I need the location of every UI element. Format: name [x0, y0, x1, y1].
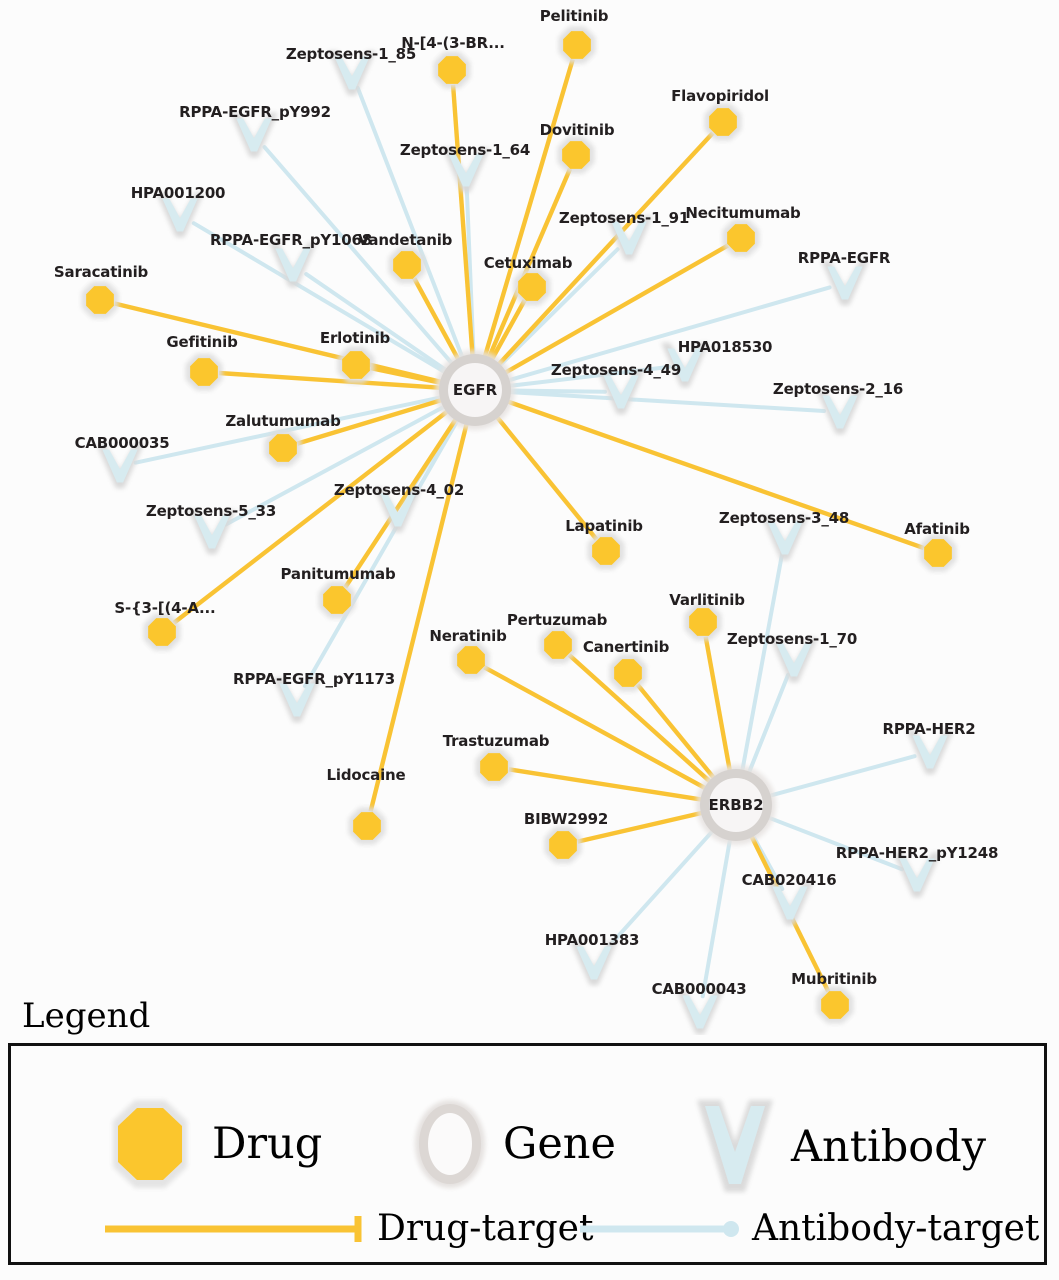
legend-label-antibody: Antibody — [791, 1121, 987, 1172]
drug-node[interactable] — [475, 748, 513, 786]
antibody-node[interactable] — [821, 260, 869, 306]
drug-edge — [635, 683, 724, 788]
antibody-node[interactable] — [597, 369, 645, 415]
legend-label-antibody-target: Antibody-target — [752, 1208, 1040, 1249]
antibody-node[interactable] — [770, 637, 818, 683]
legend-item-antibody-target: Antibody-target — [576, 1211, 1039, 1247]
antibody-node[interactable] — [442, 147, 490, 193]
drug-node[interactable] — [185, 353, 223, 391]
drug-nodes-group — [81, 26, 957, 1024]
antibody-node[interactable] — [374, 487, 422, 533]
drug-node[interactable] — [452, 641, 490, 679]
legend-title: Legend — [22, 996, 151, 1036]
drug-node[interactable] — [722, 219, 760, 257]
drug-node[interactable] — [539, 626, 577, 664]
antibody-node[interactable] — [893, 852, 941, 898]
antibody-node[interactable] — [269, 242, 317, 288]
antibody-edge — [304, 272, 457, 380]
antibody-node[interactable] — [96, 443, 144, 489]
antibody-node[interactable] — [906, 729, 954, 775]
drug-node[interactable] — [704, 103, 742, 141]
drug-node[interactable] — [337, 346, 375, 384]
legend-label-gene: Gene — [503, 1118, 616, 1169]
drug-edges-group — [114, 58, 925, 993]
drug-node[interactable] — [557, 136, 595, 174]
antibody-node[interactable] — [816, 389, 864, 435]
antibody-edge — [302, 410, 467, 689]
drug-node[interactable] — [513, 268, 551, 306]
drug-target-edge-icon — [105, 1216, 362, 1242]
antibody-node[interactable] — [661, 342, 709, 388]
antibody-edge — [758, 754, 917, 804]
drug-node[interactable] — [318, 581, 356, 619]
gene-label: EGFR — [452, 381, 498, 399]
drug-node[interactable] — [816, 986, 854, 1024]
legend-box: Drug Gene Antibody Drug-target — [8, 1043, 1047, 1265]
antibody-node[interactable] — [761, 515, 809, 561]
legend-item-gene: Gene — [411, 1096, 616, 1192]
gene-label: ERBB2 — [708, 796, 764, 814]
gene-circle-icon — [415, 1100, 485, 1188]
drug-node[interactable] — [544, 826, 582, 864]
legend-item-drug: Drug — [106, 1096, 322, 1192]
antibody-edge — [191, 221, 456, 381]
gene-node[interactable] — [435, 350, 515, 430]
drug-node[interactable] — [558, 26, 596, 64]
antibody-node[interactable] — [230, 112, 278, 158]
drug-node[interactable] — [81, 281, 119, 319]
legend-label-drug-target: Drug-target — [377, 1208, 594, 1249]
drug-node[interactable] — [388, 246, 426, 284]
drug-node[interactable] — [684, 603, 722, 641]
antibody-node[interactable] — [156, 192, 204, 238]
drug-node[interactable] — [609, 654, 647, 692]
drug-node[interactable] — [143, 613, 181, 651]
drug-node[interactable] — [919, 534, 957, 572]
drug-edge — [476, 58, 575, 366]
drug-octagon-icon — [113, 1100, 187, 1188]
antibody-node[interactable] — [570, 940, 618, 986]
antibody-node[interactable] — [766, 880, 814, 926]
antibody-target-edge-icon — [580, 1221, 739, 1237]
drug-edge — [172, 401, 458, 625]
antibody-edge — [700, 828, 737, 999]
drug-node[interactable] — [587, 532, 625, 570]
antibody-nodes-group — [96, 50, 954, 1035]
network-svg — [81, 26, 957, 1035]
antibody-edge — [262, 145, 462, 374]
network-canvas[interactable]: Zeptosens-1_85 RPPA-EGFR_pY992 Zeptosens-1… — [0, 0, 1059, 1035]
gene-node[interactable] — [696, 765, 776, 845]
antibody-edge — [497, 285, 832, 388]
drug-edge — [488, 131, 715, 375]
antibody-vee-icon — [697, 1100, 773, 1192]
legend-item-drug-target: Drug-target — [101, 1211, 593, 1247]
antibody-node[interactable] — [273, 677, 321, 723]
antibody-node[interactable] — [605, 215, 653, 261]
drug-edge — [498, 392, 925, 551]
gene-nodes-group — [435, 350, 776, 845]
antibody-node[interactable] — [188, 509, 236, 555]
drug-node[interactable] — [264, 429, 302, 467]
antibody-edge — [757, 809, 905, 872]
antibody-node[interactable] — [676, 989, 724, 1035]
drug-node[interactable] — [348, 807, 386, 845]
legend-item-antibody: Antibody — [691, 1096, 986, 1198]
drug-edge — [368, 415, 476, 812]
antibody-node[interactable] — [328, 50, 376, 96]
antibody-edge — [355, 85, 471, 369]
antibody-edge — [602, 821, 722, 954]
legend-label-drug: Drug — [212, 1118, 323, 1169]
drug-edge — [703, 636, 738, 779]
drug-edge — [577, 804, 711, 844]
drug-node[interactable] — [433, 51, 471, 89]
